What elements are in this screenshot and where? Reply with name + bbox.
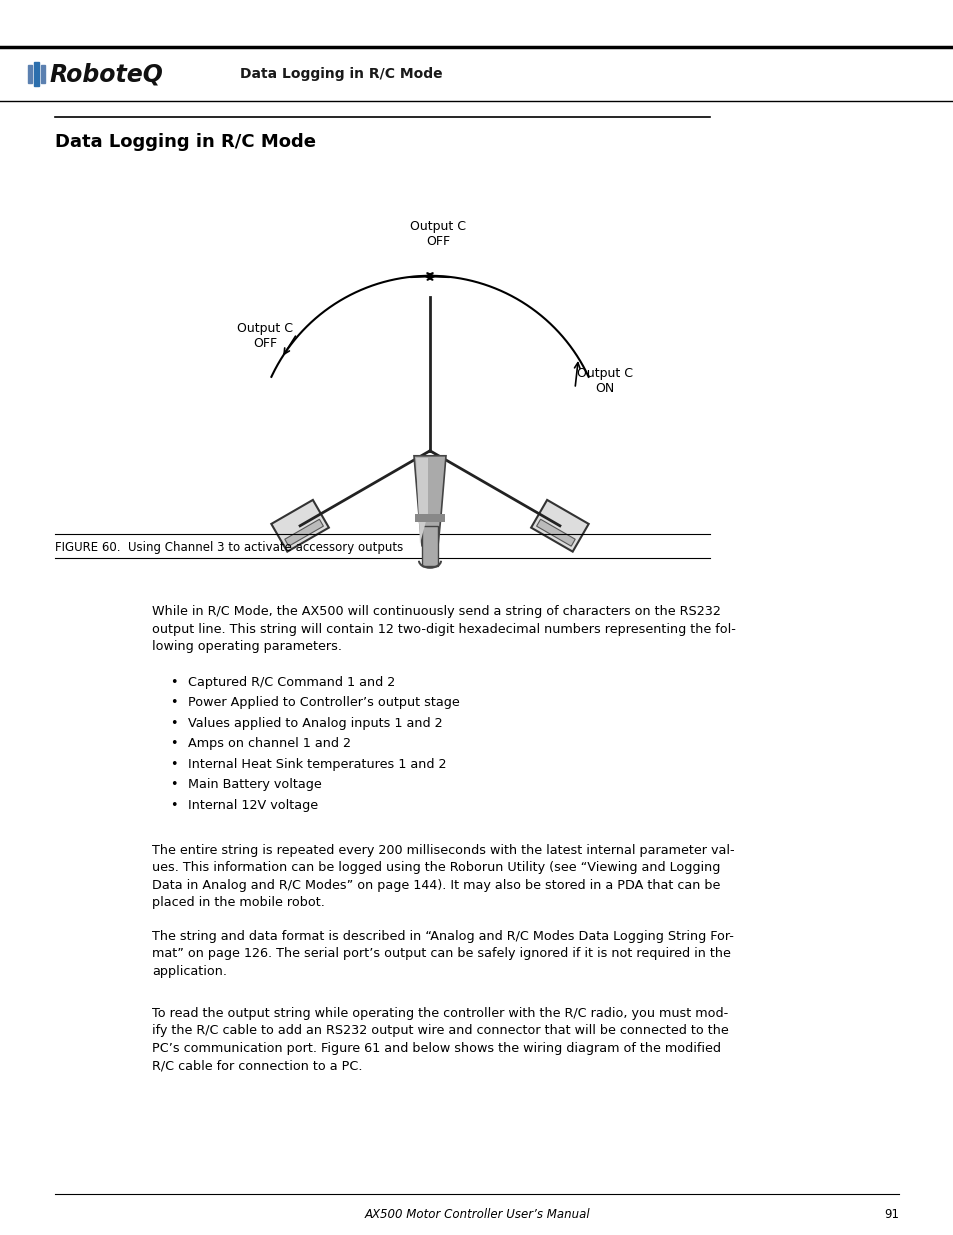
Text: Output C
ON: Output C ON <box>577 367 633 395</box>
Text: Amps on channel 1 and 2: Amps on channel 1 and 2 <box>188 737 351 750</box>
Text: The string and data format is described in “Analog and R/C Modes Data Logging St: The string and data format is described … <box>152 930 733 978</box>
Text: •: • <box>170 716 177 730</box>
Text: Internal 12V voltage: Internal 12V voltage <box>188 799 317 811</box>
Text: Values applied to Analog inputs 1 and 2: Values applied to Analog inputs 1 and 2 <box>188 716 442 730</box>
Text: Output C
OFF: Output C OFF <box>236 322 293 350</box>
Text: Captured R/C Command 1 and 2: Captured R/C Command 1 and 2 <box>188 676 395 689</box>
Text: •: • <box>170 799 177 811</box>
Text: •: • <box>170 757 177 771</box>
Text: AX500 Motor Controller User’s Manual: AX500 Motor Controller User’s Manual <box>364 1208 589 1221</box>
Bar <box>34 62 39 86</box>
Bar <box>271 500 329 552</box>
Text: Output C
OFF: Output C OFF <box>410 220 465 248</box>
Text: •: • <box>170 697 177 709</box>
Text: Power Applied to Controller’s output stage: Power Applied to Controller’s output sta… <box>188 697 459 709</box>
Text: The entire string is repeated every 200 milliseconds with the latest internal pa: The entire string is repeated every 200 … <box>152 844 734 909</box>
Text: Data Logging in R/C Mode: Data Logging in R/C Mode <box>55 133 315 152</box>
Bar <box>536 519 575 546</box>
Text: Data Logging in R/C Mode: Data Logging in R/C Mode <box>240 67 442 82</box>
Bar <box>415 514 444 521</box>
Polygon shape <box>414 456 446 546</box>
Bar <box>421 526 437 566</box>
Bar <box>41 65 45 83</box>
Text: •: • <box>170 676 177 689</box>
Text: •: • <box>170 778 177 792</box>
Text: Internal Heat Sink temperatures 1 and 2: Internal Heat Sink temperatures 1 and 2 <box>188 757 446 771</box>
Text: RoboteQ: RoboteQ <box>50 62 164 86</box>
Bar <box>28 65 32 83</box>
Text: FIGURE 60.  Using Channel 3 to activate accessory outputs: FIGURE 60. Using Channel 3 to activate a… <box>55 541 403 555</box>
Text: 91: 91 <box>883 1208 898 1221</box>
Text: Main Battery voltage: Main Battery voltage <box>188 778 321 792</box>
Bar <box>285 519 323 546</box>
Text: While in R/C Mode, the AX500 will continuously send a string of characters on th: While in R/C Mode, the AX500 will contin… <box>152 605 735 653</box>
Text: To read the output string while operating the controller with the R/C radio, you: To read the output string while operatin… <box>152 1007 728 1072</box>
Text: •: • <box>170 737 177 750</box>
Polygon shape <box>416 458 428 543</box>
Bar <box>531 500 588 552</box>
